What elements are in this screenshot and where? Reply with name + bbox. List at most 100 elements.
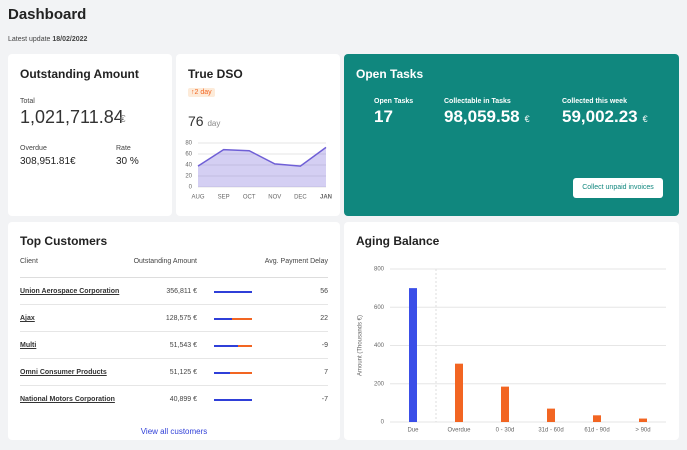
- x-tick-label: Due: [407, 428, 419, 434]
- client-delay: -7: [322, 396, 328, 403]
- x-tick-label: 31d - 60d: [538, 428, 563, 434]
- task-value: 59,002.23: [562, 107, 638, 126]
- task-value: 17: [374, 107, 393, 126]
- rate-value: 30 %: [116, 156, 139, 167]
- bar: [547, 409, 555, 422]
- client-name: National Motors Corporation: [20, 396, 115, 403]
- task-value-row: 17: [374, 107, 393, 127]
- delay-bar-orange: [230, 372, 252, 374]
- delay-bar-orange: [238, 345, 252, 347]
- client-amount: 51,125 €: [170, 369, 197, 376]
- y-tick-label: 400: [374, 343, 385, 349]
- task-currency: €: [525, 114, 530, 124]
- overdue-label: Overdue: [20, 145, 47, 152]
- open-tasks-card: Open Tasks Open Tasks 17 Collectable in Ta…: [344, 54, 679, 216]
- row-rule: [20, 304, 328, 305]
- client-amount: 356,811 €: [166, 288, 197, 295]
- task-value: 98,059.58: [444, 107, 520, 126]
- x-tick-label: NOV: [268, 195, 281, 201]
- x-tick-label: OCT: [243, 195, 256, 201]
- update-date: 18/02/2022: [52, 36, 87, 43]
- y-tick-label: 800: [374, 267, 385, 273]
- overdue-value: 308,951.81€: [20, 156, 76, 167]
- total-label: Total: [20, 98, 35, 105]
- page-title: Dashboard: [8, 6, 86, 23]
- aging-card: Aging Balance 0 200 400 600 800 Amount (Thous…: [344, 222, 679, 440]
- total-value: 1,021,711.84: [20, 107, 124, 128]
- y-tick-label: 20: [185, 174, 192, 180]
- collect-button[interactable]: Collect unpaid invoices: [573, 178, 663, 198]
- dso-card: True DSO ↑2 day 76 day 0 20 40 60 80 AUG SEP OC…: [176, 54, 340, 216]
- row-rule: [20, 358, 328, 359]
- client-delay: 7: [324, 369, 328, 376]
- view-all-link[interactable]: View all customers: [8, 427, 340, 436]
- row-rule: [20, 385, 328, 386]
- x-tick-label: 61d - 90d: [584, 428, 609, 434]
- task-currency: €: [643, 114, 648, 124]
- client-amount: 128,575 €: [166, 315, 197, 322]
- update-label: Latest update 18/02/2022: [8, 36, 87, 43]
- x-tick-label: DEC: [294, 195, 307, 201]
- delay-bar-blue: [214, 399, 252, 401]
- customers-card: Top Customers Client Outstanding Amount Av…: [8, 222, 340, 440]
- task-value-row: 98,059.58 €: [444, 107, 530, 127]
- y-tick-label: 40: [185, 163, 192, 169]
- update-label-text: Latest update: [8, 36, 50, 43]
- card-title: Outstanding Amount: [20, 67, 139, 81]
- delay-bar-orange: [232, 318, 252, 320]
- y-tick-label: 600: [374, 305, 385, 311]
- delay-bar-blue: [214, 372, 230, 374]
- dso-change: ↑2 day: [188, 88, 215, 97]
- client-amount: 40,899 €: [170, 396, 197, 403]
- card-title: Top Customers: [20, 234, 107, 248]
- bar: [593, 415, 601, 422]
- y-tick-label: 0: [381, 420, 385, 426]
- client-amount: 51,543 €: [170, 342, 197, 349]
- delay-bar-blue: [214, 291, 252, 293]
- task-label: Collectable in Tasks: [444, 98, 511, 105]
- bar: [639, 419, 647, 422]
- dso-unit: day: [207, 119, 220, 128]
- column-header: Client: [20, 258, 38, 265]
- y-axis-label: Amount (Thousands €): [358, 315, 364, 376]
- delay-bar-blue: [214, 318, 232, 320]
- x-tick-label: Overdue: [447, 428, 471, 434]
- column-header: Outstanding Amount: [134, 258, 197, 265]
- x-tick-label: SEP: [218, 195, 230, 201]
- dso-chart: 0 20 40 60 80 AUG SEP OCT NOV DEC JAN: [176, 139, 340, 209]
- card-title: Open Tasks: [356, 67, 423, 81]
- card-title: True DSO: [188, 67, 243, 81]
- bar: [409, 288, 417, 422]
- client-delay: 56: [320, 288, 328, 295]
- dso-value: 76 day: [188, 113, 220, 129]
- task-label: Open Tasks: [374, 98, 413, 105]
- y-tick-label: 0: [189, 185, 193, 191]
- client-delay: -9: [322, 342, 328, 349]
- header-rule: [20, 277, 328, 278]
- x-tick-label: AUG: [191, 195, 204, 201]
- client-name: Union Aerospace Corporation: [20, 288, 119, 295]
- client-name: Omni Consumer Products: [20, 369, 107, 376]
- rate-label: Rate: [116, 145, 131, 152]
- dso-number: 76: [188, 113, 204, 129]
- client-name: Ajax: [20, 315, 35, 322]
- y-tick-label: 80: [185, 141, 192, 147]
- row-rule: [20, 331, 328, 332]
- column-header: Avg. Payment Delay: [265, 258, 328, 265]
- currency: €: [120, 114, 126, 125]
- bar: [501, 387, 509, 422]
- task-label: Collected this week: [562, 98, 627, 105]
- task-value-row: 59,002.23 €: [562, 107, 648, 127]
- card-title: Aging Balance: [356, 234, 439, 248]
- y-tick-label: 200: [374, 381, 385, 387]
- x-tick-label: JAN: [320, 195, 332, 201]
- x-tick-label: 0 - 30d: [496, 428, 515, 434]
- outstanding-card: Outstanding Amount Total 1,021,711.84 € …: [8, 54, 172, 216]
- client-delay: 22: [320, 315, 328, 322]
- bar: [455, 364, 463, 422]
- x-tick-label: > 90d: [635, 428, 650, 434]
- dso-change-text: 2 day: [195, 89, 212, 96]
- y-tick-label: 60: [185, 152, 192, 158]
- aging-chart: 0 200 400 600 800 Amount (Thousands €) Due Over…: [344, 257, 679, 437]
